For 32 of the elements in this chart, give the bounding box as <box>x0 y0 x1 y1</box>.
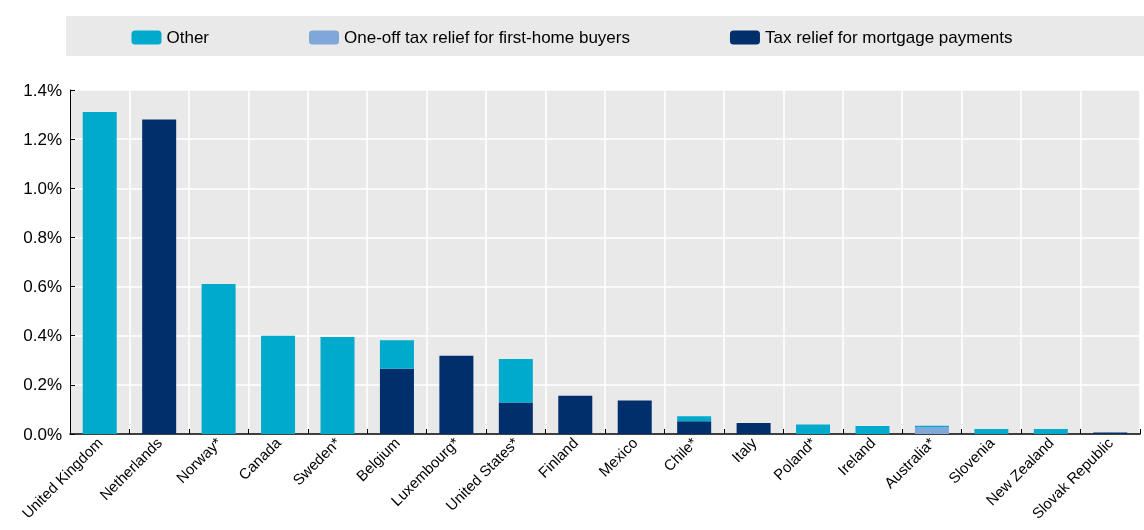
bar <box>498 402 533 434</box>
bar <box>617 400 652 434</box>
bar <box>498 359 533 403</box>
y-tick-label: 0.0% <box>23 424 62 444</box>
bar <box>439 355 474 434</box>
bar <box>855 425 890 434</box>
bar <box>796 424 831 434</box>
y-tick-label: 0.2% <box>23 375 62 395</box>
bar <box>677 416 712 422</box>
bar <box>261 335 296 434</box>
bar <box>736 422 771 434</box>
y-tick-label: 1.2% <box>23 129 62 149</box>
bar <box>320 336 355 434</box>
bar <box>1033 429 1068 434</box>
y-tick-label: 0.6% <box>23 277 62 297</box>
y-tick-label: 1.0% <box>23 178 62 198</box>
legend-label: One-off tax relief for first-home buyers <box>344 28 630 47</box>
bar <box>914 427 949 434</box>
y-tick-label: 0.4% <box>23 326 62 346</box>
bar <box>558 395 593 434</box>
bar <box>974 429 1009 434</box>
legend-label: Other <box>166 28 210 47</box>
y-tick-label: 1.4% <box>23 80 62 100</box>
bar <box>379 340 414 369</box>
bar <box>201 284 236 434</box>
x-tick-label: Italy <box>728 433 760 466</box>
y-tick-label: 0.8% <box>23 227 62 247</box>
bar <box>677 421 712 434</box>
bar <box>142 119 177 434</box>
legend-label: Tax relief for mortgage payments <box>764 28 1013 47</box>
bar <box>379 368 414 434</box>
bar <box>82 112 117 434</box>
